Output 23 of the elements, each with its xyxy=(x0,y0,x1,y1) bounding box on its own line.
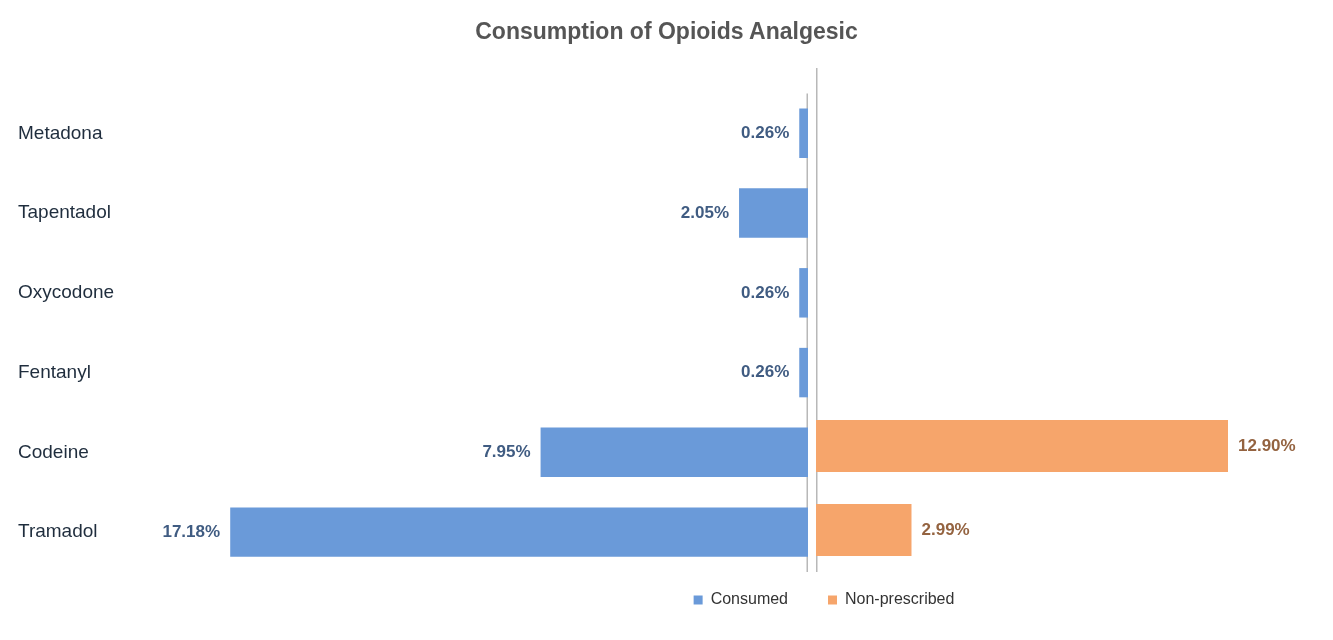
bar xyxy=(230,507,808,557)
data-label: 0.26% xyxy=(741,282,790,302)
bar xyxy=(799,108,808,159)
bar xyxy=(739,188,808,238)
data-label: 7.95% xyxy=(482,442,531,462)
y-tick-label: Codeine xyxy=(18,440,89,462)
bar xyxy=(799,268,808,318)
legend-label: Consumed xyxy=(710,590,788,608)
y-tick-label: Tramadol xyxy=(18,520,98,542)
data-label: 2.05% xyxy=(680,202,730,222)
y-tick-label: Oxycodone xyxy=(18,281,115,303)
chart-title: Consumption of Opioids Analgesic xyxy=(474,18,859,45)
data-label: 12.90% xyxy=(1238,435,1296,455)
data-label: 17.18% xyxy=(162,521,221,541)
data-label: 2.99% xyxy=(921,519,970,539)
legend-label: Non-prescribed xyxy=(845,590,955,608)
y-tick-label: Fentanyl xyxy=(18,360,91,382)
y-tick-label: Metadona xyxy=(18,121,103,143)
bar xyxy=(799,347,808,398)
data-label: 0.26% xyxy=(741,362,790,382)
data-label: 0.26% xyxy=(741,122,790,142)
y-tick-label: Tapentadol xyxy=(18,201,111,223)
bar xyxy=(540,427,808,478)
